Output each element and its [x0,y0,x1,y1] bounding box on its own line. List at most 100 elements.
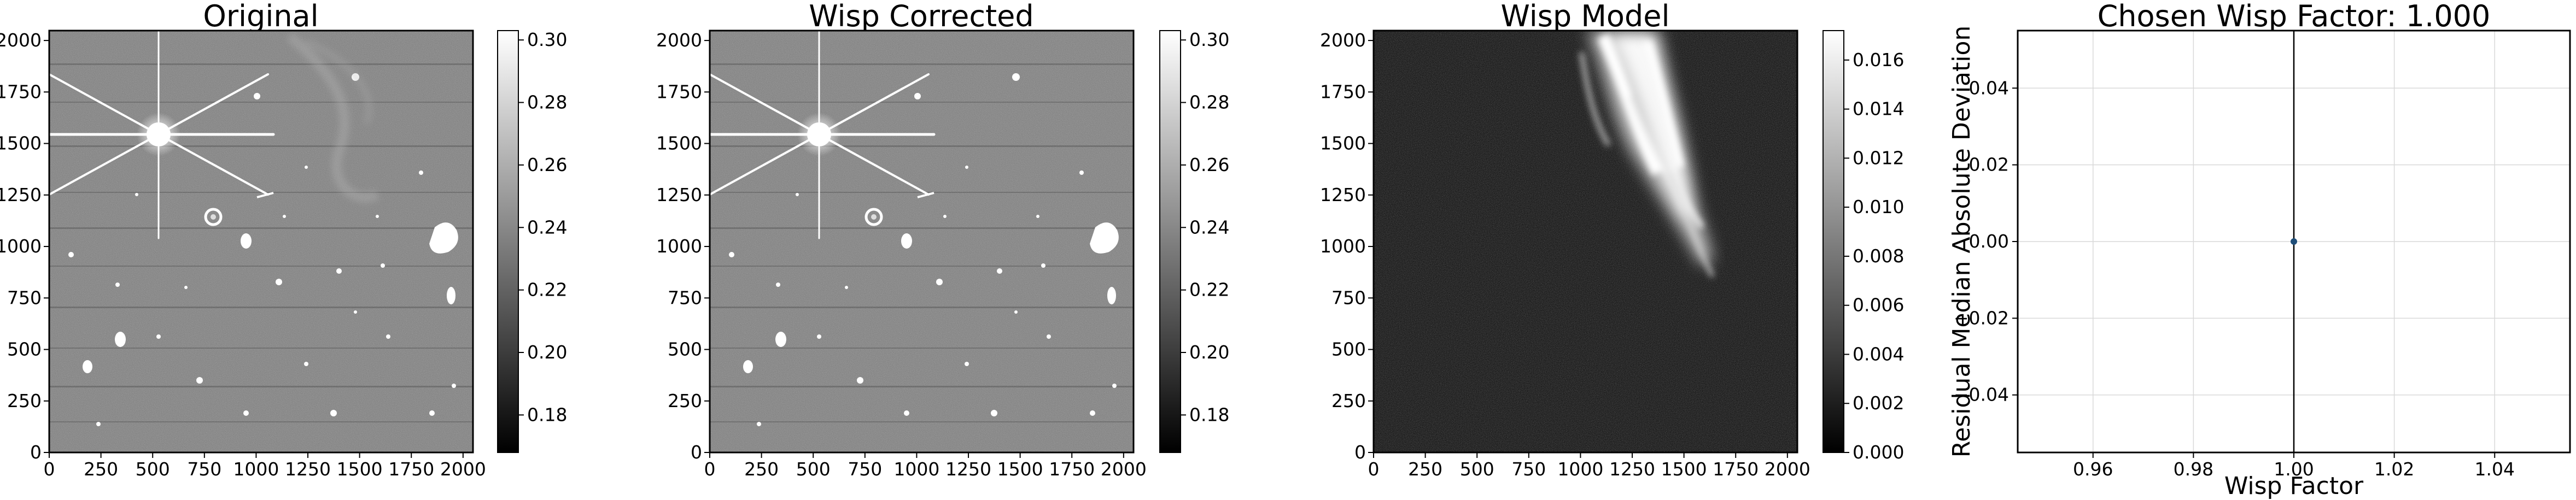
panel-wisp-model-image [1374,31,1797,452]
x-tick-label: 0 [704,458,716,480]
x-tick-label: 1250 [285,458,331,480]
panel-original-frame [48,30,474,454]
x-tick-label: 2000 [1765,458,1810,480]
colorbar-tick-label: 0.22 [527,279,567,301]
panel-original-xticks: 0 250 500 750 1000 1250 1500 1750 2000 [44,452,486,480]
y-tick-label: 2000 [0,30,42,51]
colorbar-tick-label: 0.008 [1853,245,1904,267]
panel-original-title: Original [203,0,318,33]
x-tick-label: 250 [744,458,779,480]
panel-wisp-corrected-frame [709,30,1135,454]
x-tick-label: 250 [84,458,118,480]
colorbar-tick-label: 0.18 [1189,404,1229,425]
panel-wisp-corrected-xticks: 0 250 500 750 1000 1250 1500 1750 2000 [704,452,1147,480]
x-tick-label: 2000 [440,458,486,480]
data-point [2291,238,2297,245]
y-tick-label: 1250 [0,184,42,205]
y-tick-label: 0.04 [1969,77,2009,98]
x-tick-label: 1250 [1609,458,1655,480]
x-tick-label: 500 [1460,458,1494,480]
x-tick-label: 750 [848,458,882,480]
panel-wisp-factor-xticks: 0.96 0.98 1.00 1.02 1.04 [2073,452,2515,480]
y-tick-label: 1000 [0,236,42,257]
colorbar-wisp-model-bar [1823,30,1844,453]
y-tick-label: 750 [1331,287,1366,308]
x-tick-label: 0 [44,458,55,480]
colorbar-tick-label: 0.016 [1853,49,1904,70]
colorbar-tick-label: 0.26 [527,154,567,175]
y-tick-label: −0.02 [1954,307,2009,328]
y-tick-label: −0.04 [1954,384,2009,405]
panel-wisp-factor-xlabel: Wisp Factor [2224,472,2364,500]
x-tick-label: 1500 [997,458,1043,480]
x-tick-label: 1500 [337,458,383,480]
y-tick-label: 2000 [656,30,702,51]
y-tick-label: 1000 [656,236,702,257]
panel-wisp-factor: Chosen Wisp Factor: 1.000 0.96 0.98 1.00 1.… [1948,0,2571,500]
x-tick-label: 500 [796,458,831,480]
colorbar-wisp-corrected-ticks: 0.18 0.20 0.22 0.24 0.26 0.28 0.30 [1181,29,1229,425]
x-tick-label: 1750 [1713,458,1759,480]
panel-wisp-model-frame [1372,30,1798,454]
y-tick-label: 500 [7,339,42,360]
colorbar-wisp-corrected: 0.18 0.20 0.22 0.24 0.26 0.28 0.30 [1159,29,1229,453]
x-tick-label: 2000 [1101,458,1147,480]
y-tick-label: 0 [691,442,702,463]
colorbar-tick-label: 0.26 [1189,154,1229,175]
x-tick-label: 1000 [1557,458,1603,480]
colorbar-original: 0.18 0.20 0.22 0.24 0.26 0.28 0.30 [497,29,567,453]
colorbar-tick-label: 0.28 [527,92,567,113]
panel-wisp-corrected-title: Wisp Corrected [809,0,1033,33]
y-tick-label: 250 [7,390,42,411]
y-tick-label: 1250 [656,184,702,205]
panel-wisp-factor-title: Chosen Wisp Factor: 1.000 [2098,0,2491,33]
x-tick-label: 0 [1368,458,1380,480]
y-tick-label: 0.02 [1969,154,2009,175]
colorbar-tick-label: 0.010 [1853,196,1904,217]
panel-wisp-model: Wisp Model 0 250 500 750 1000 12 [1320,0,1904,480]
x-tick-label: 1.04 [2475,458,2515,480]
x-tick-label: 1750 [1049,458,1095,480]
panel-wisp-corrected-yticks: 0 250 500 750 1000 1250 1500 1750 2000 [656,30,710,463]
y-tick-label: 1250 [1320,184,1366,205]
x-tick-label: 250 [1408,458,1442,480]
panel-wisp-corrected: Wisp Corrected 0 250 500 750 1000 1250 1500 175… [656,0,1229,480]
colorbar-tick-label: 0.24 [1189,216,1229,238]
panel-wisp-model-yticks: 0 250 500 750 1000 1250 1500 1750 2000 [1320,30,1374,463]
y-tick-label: 1500 [656,133,702,154]
y-tick-label: 1500 [0,133,42,154]
y-tick-label: 1750 [1320,81,1366,102]
x-tick-label: 750 [1511,458,1546,480]
y-tick-label: 500 [1331,339,1366,360]
colorbar-tick-label: 0.002 [1853,392,1904,414]
y-tick-label: 0.00 [1969,231,2009,252]
y-tick-label: 1000 [1320,236,1366,257]
x-tick-label: 1.00 [2274,458,2314,480]
colorbar-wisp-model-ticks: 0.000 0.002 0.004 0.006 0.008 0.010 0.012 0.014… [1844,49,1904,463]
panel-wisp-corrected-image [704,31,1134,452]
x-tick-label: 750 [187,458,221,480]
colorbar-tick-label: 0.30 [1189,29,1229,50]
x-tick-label: 1750 [388,458,434,480]
x-tick-label: 1250 [945,458,991,480]
y-tick-label: 750 [668,287,702,308]
colorbar-tick-label: 0.18 [527,404,567,425]
panel-original: Original 0 250 500 750 1000 1250 1500 1750 2000 … [0,0,567,480]
x-tick-label: 1000 [893,458,939,480]
colorbar-tick-label: 0.20 [1189,342,1229,363]
colorbar-tick-label: 0.20 [527,342,567,363]
colorbar-original-bar [497,30,519,453]
panel-wisp-model-title: Wisp Model [1501,0,1670,33]
y-tick-label: 250 [1331,390,1366,411]
colorbar-tick-label: 0.004 [1853,343,1904,364]
panel-wisp-model-xticks: 0 250 500 750 1000 1250 1500 1750 2000 [1368,452,1810,480]
colorbar-tick-label: 0.30 [527,29,567,50]
panel-original-image [44,31,473,452]
colorbar-original-ticks: 0.18 0.20 0.22 0.24 0.26 0.28 0.30 [518,29,567,425]
x-tick-label: 0.98 [2174,458,2213,480]
colorbar-tick-label: 0.012 [1853,147,1904,168]
x-tick-label: 1500 [1661,458,1707,480]
colorbar-wisp-model: 0.000 0.002 0.004 0.006 0.008 0.010 0.012 0.014… [1823,30,1904,463]
panel-wisp-factor-ylabel: Residual Median Absolute Deviation [1948,26,1976,458]
